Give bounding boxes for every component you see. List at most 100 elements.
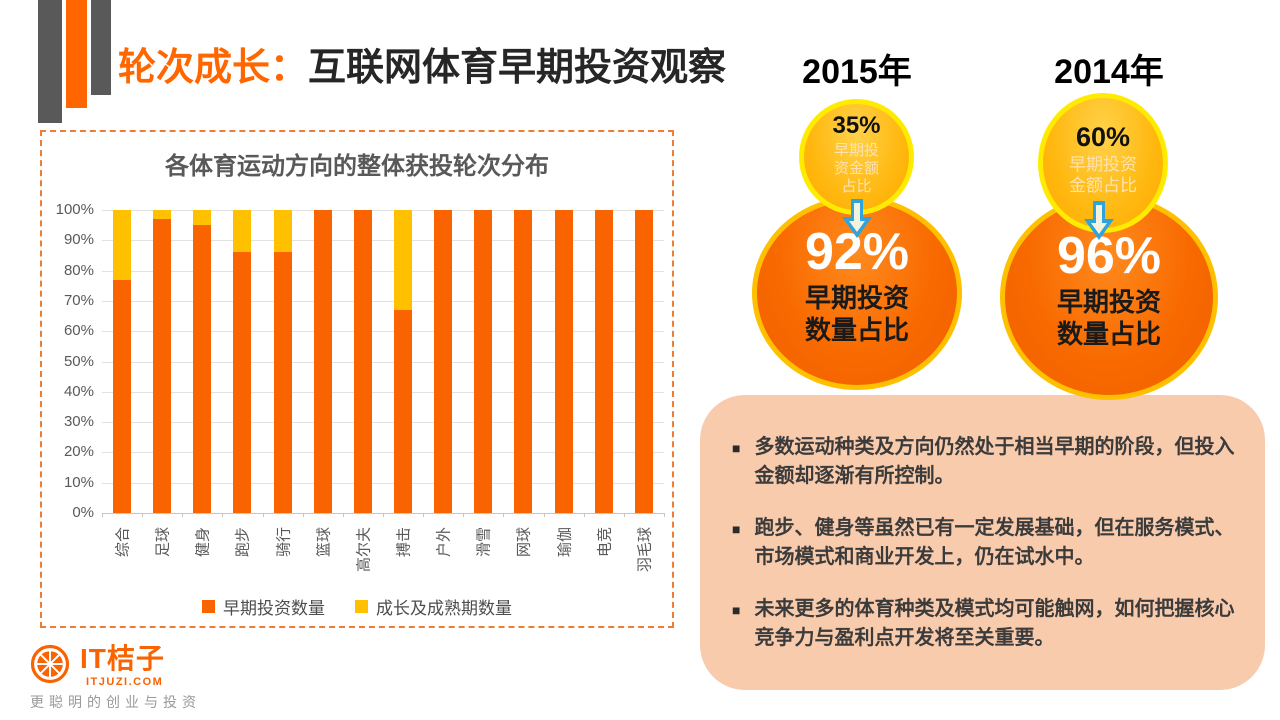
x-axis-tick [302, 513, 304, 517]
bar-column [423, 210, 463, 513]
y-axis-tick-label: 20% [63, 443, 94, 461]
caption-2014-amount: 早期投资 金额占比 [1069, 155, 1137, 195]
x-axis-tick [583, 513, 585, 517]
bar-column [383, 210, 423, 513]
chart-plot-area: 综合 足球 健身 跑步 骑行 篮球 高尔夫 搏击 户外 滑雪 网球 瑜伽 电竞 羽毛球 [102, 210, 665, 572]
bar-segment [313, 210, 332, 513]
bar-stack [193, 210, 212, 513]
legend-swatch [355, 600, 368, 613]
bar-column [463, 210, 503, 513]
bar-stack [514, 210, 533, 513]
logo-name: IT桔子 [80, 643, 165, 674]
insight-bullet-text: 多数运动种类及方向仍然处于相当早期的阶段，但投入金额却逐渐有所控制。 [754, 436, 1235, 487]
x-axis-label-text: 骑行 [275, 527, 293, 558]
insight-bullet-text: 未来更多的体育种类及模式均可能触网，如何把握核心竞争力与盈利点开发将至关重要。 [754, 598, 1235, 649]
x-axis-tick [342, 513, 344, 517]
itjuzi-logo-text: IT桔子 ITJUZI.COM [80, 645, 165, 688]
year-label-2014: 2014年 [1054, 53, 1164, 91]
bar-stack [233, 210, 252, 513]
legend-item: 早期投资数量 [202, 594, 325, 619]
bar-column [343, 210, 383, 513]
bar-stack [474, 210, 493, 513]
bar-stack [113, 210, 132, 513]
circle-2015-amount: 35% 早期投 资金额 占比 [799, 99, 914, 215]
bar-segment [113, 210, 132, 280]
x-axis-tick [423, 513, 425, 517]
gridline-90 [102, 240, 664, 242]
x-axis-label-text: 跑步 [234, 527, 252, 558]
bar-segment [273, 252, 292, 513]
caption-2015-amount: 早期投 资金额 占比 [833, 141, 879, 196]
caption-2014-deal-count: 早期投资 数量占比 [1056, 286, 1161, 350]
y-axis-tick-label: 0% [72, 504, 94, 521]
footer-tagline: 更聪明的创业与投资 [30, 694, 201, 710]
circle-2015-deal-count: 92% 早期投资 数量占比 [752, 196, 962, 390]
y-axis-tick-label: 40% [63, 382, 94, 400]
insight-bullet: ■ 未来更多的体育种类及模式均可能触网，如何把握核心竞争力与盈利点开发将至关重要。 [730, 595, 1235, 653]
bar-stack [353, 210, 372, 513]
chart-legend: 早期投资数量 成长及成熟期数量 [42, 594, 672, 619]
bar-column [584, 210, 624, 513]
x-axis-label-text: 网球 [515, 527, 533, 558]
x-axis-tick [463, 513, 465, 517]
bar-segment [594, 210, 613, 513]
bar-column [624, 210, 664, 513]
insight-bullet: ■ 跑步、健身等虽然已有一定发展基础，但在服务模式、市场模式和商业开发上，仍在试水… [730, 514, 1235, 572]
y-axis-tick-label: 90% [63, 231, 94, 249]
y-axis-tick-label: 80% [63, 261, 94, 279]
bar-segment [554, 210, 573, 513]
x-axis-tick [623, 513, 625, 517]
down-arrow-icon-2014 [1084, 201, 1114, 240]
x-axis-tick [222, 513, 224, 517]
bar-segment [273, 210, 292, 253]
bar-stack [554, 210, 573, 513]
x-axis-label-text: 电竞 [596, 527, 614, 558]
page-title: 轮次成长：互联网体育早期投资观察 [118, 47, 726, 91]
y-axis-tick-label: 100% [55, 201, 94, 218]
bullet-square-icon: ■ [732, 602, 741, 618]
chart-panel: 各体育运动方向的整体获投轮次分布 综合 足球 健身 跑步 骑行 篮球 高尔夫 搏击 户外 滑雪 网球… [40, 130, 674, 628]
x-axis-label-text: 篮球 [315, 527, 333, 558]
bar-column [142, 210, 182, 513]
bars-container [102, 210, 664, 513]
legend-label: 成长及成熟期数量 [376, 599, 512, 618]
gridline-60 [102, 331, 664, 333]
bar-segment [113, 279, 132, 513]
pct-2015-amount: 35% [832, 112, 881, 140]
bar-segment [394, 310, 413, 513]
bar-column [182, 210, 222, 513]
bar-segment [233, 252, 252, 513]
logo-domain: ITJUZI.COM [86, 676, 164, 688]
bar-segment [353, 210, 372, 513]
bar-segment [434, 210, 453, 513]
down-arrow-icon-2015 [842, 199, 872, 238]
gridline-10 [102, 482, 664, 484]
bar-column [303, 210, 343, 513]
x-axis-label-text: 综合 [114, 527, 132, 558]
gridline-40 [102, 391, 664, 393]
insight-bullet: ■ 多数运动种类及方向仍然处于相当早期的阶段，但投入金额却逐渐有所控制。 [730, 433, 1235, 491]
bar-stack [594, 210, 613, 513]
bar-column [102, 210, 142, 513]
y-axis-tick-label: 50% [63, 352, 94, 370]
x-axis-label-text: 健身 [194, 527, 212, 558]
itjuzi-orange-logo-icon [30, 644, 70, 684]
x-axis-label-text: 搏击 [395, 527, 413, 558]
bar-segment [634, 210, 653, 513]
gridline-80 [102, 270, 664, 272]
bar-stack [273, 210, 292, 513]
x-axis-tick [543, 513, 545, 517]
x-axis-tick [182, 513, 184, 517]
bullet-square-icon: ■ [732, 521, 741, 537]
bar-stack [634, 210, 653, 513]
x-axis-label-text: 滑雪 [475, 527, 493, 558]
x-axis-label-text: 户外 [435, 527, 453, 558]
gridline-100 [102, 210, 664, 211]
insight-bullet-text: 跑步、健身等虽然已有一定发展基础，但在服务模式、市场模式和商业开发上，仍在试水中… [754, 517, 1235, 568]
x-axis-label-text: 羽毛球 [636, 527, 654, 573]
y-axis-tick-label: 70% [63, 291, 94, 309]
y-axis-tick-label: 10% [63, 473, 94, 491]
bar-segment [394, 210, 413, 310]
bar-stack [394, 210, 413, 513]
x-axis-label-text: 高尔夫 [355, 527, 373, 573]
